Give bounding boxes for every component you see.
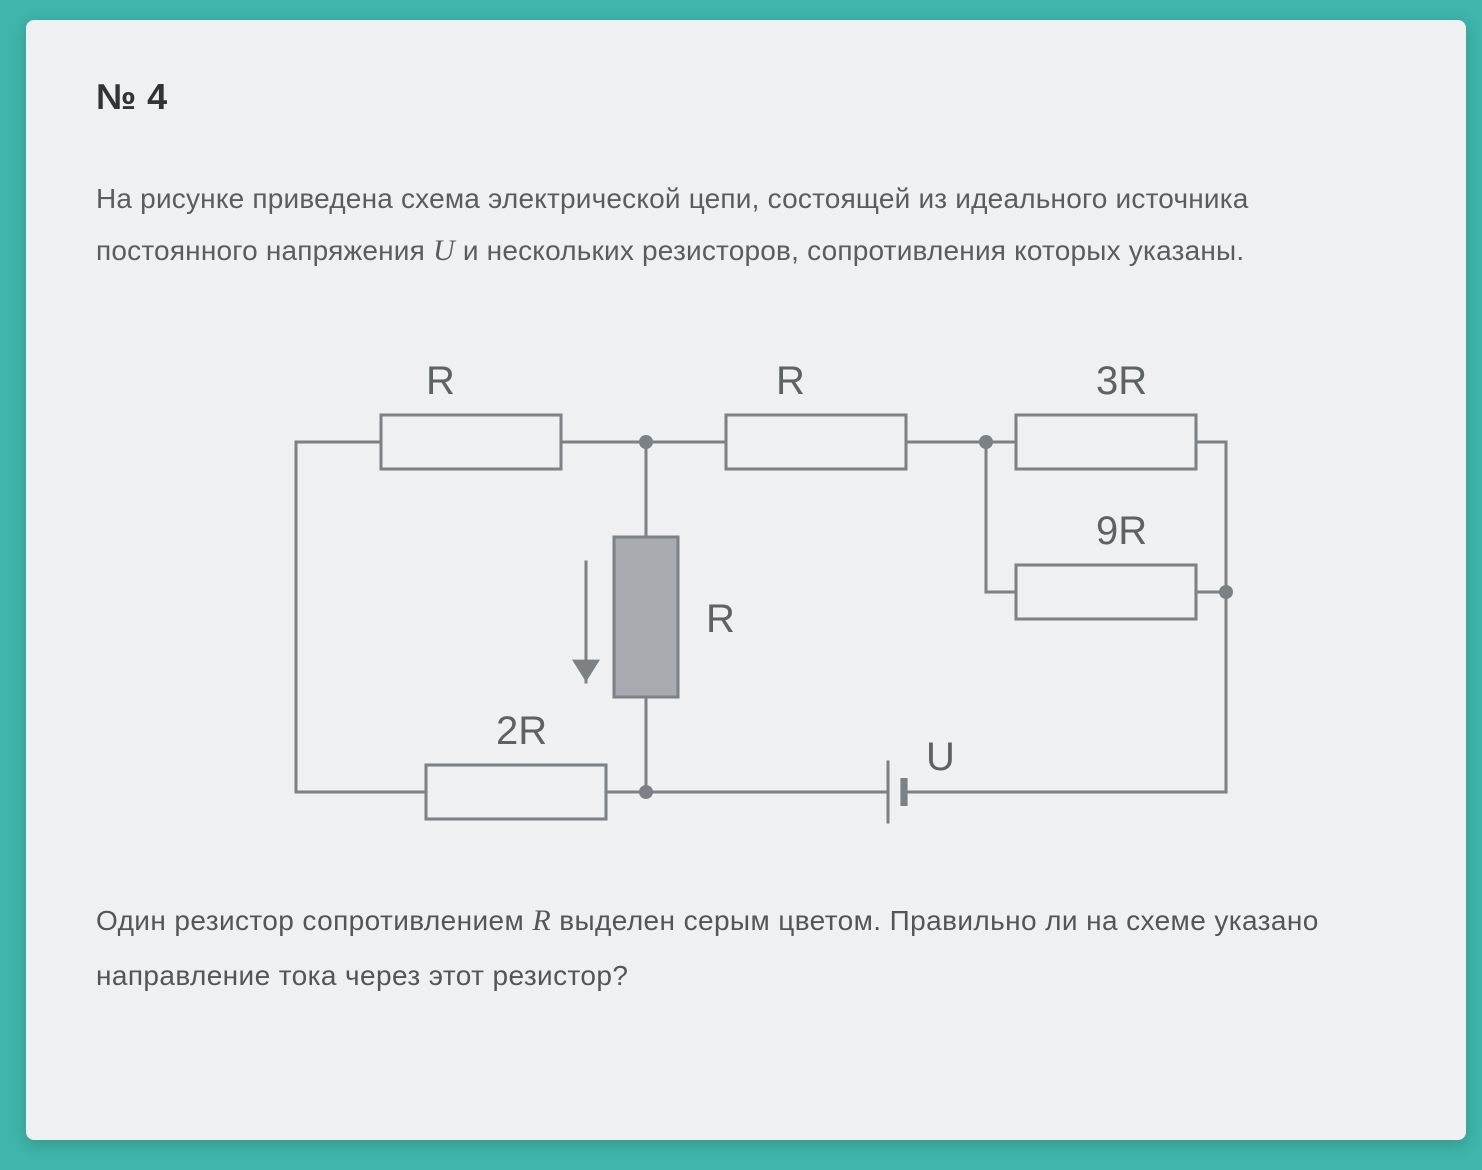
- svg-text:R: R: [426, 359, 455, 403]
- circuit-diagram: R R 3R 9R R 2R U: [216, 322, 1276, 862]
- svg-text:U: U: [926, 735, 955, 779]
- problem-card: № 4 На рисунке приведена схема электриче…: [26, 20, 1466, 1140]
- question-text-before: Один резистор сопротивлением: [96, 905, 532, 936]
- svg-text:R: R: [776, 359, 805, 403]
- problem-text: На рисунке приведена схема электрической…: [96, 174, 1396, 278]
- svg-text:3R: 3R: [1096, 359, 1147, 403]
- problem-number: № 4: [96, 76, 1396, 118]
- problem-text-after: и нескольких резисторов, сопротивления к…: [455, 235, 1244, 266]
- svg-text:R: R: [706, 597, 735, 641]
- svg-text:9R: 9R: [1096, 509, 1147, 553]
- U-symbol: U: [433, 234, 455, 267]
- question-text: Один резистор сопротивлением R выделен с…: [96, 892, 1396, 1002]
- R-symbol: R: [532, 904, 551, 937]
- svg-text:2R: 2R: [496, 709, 547, 753]
